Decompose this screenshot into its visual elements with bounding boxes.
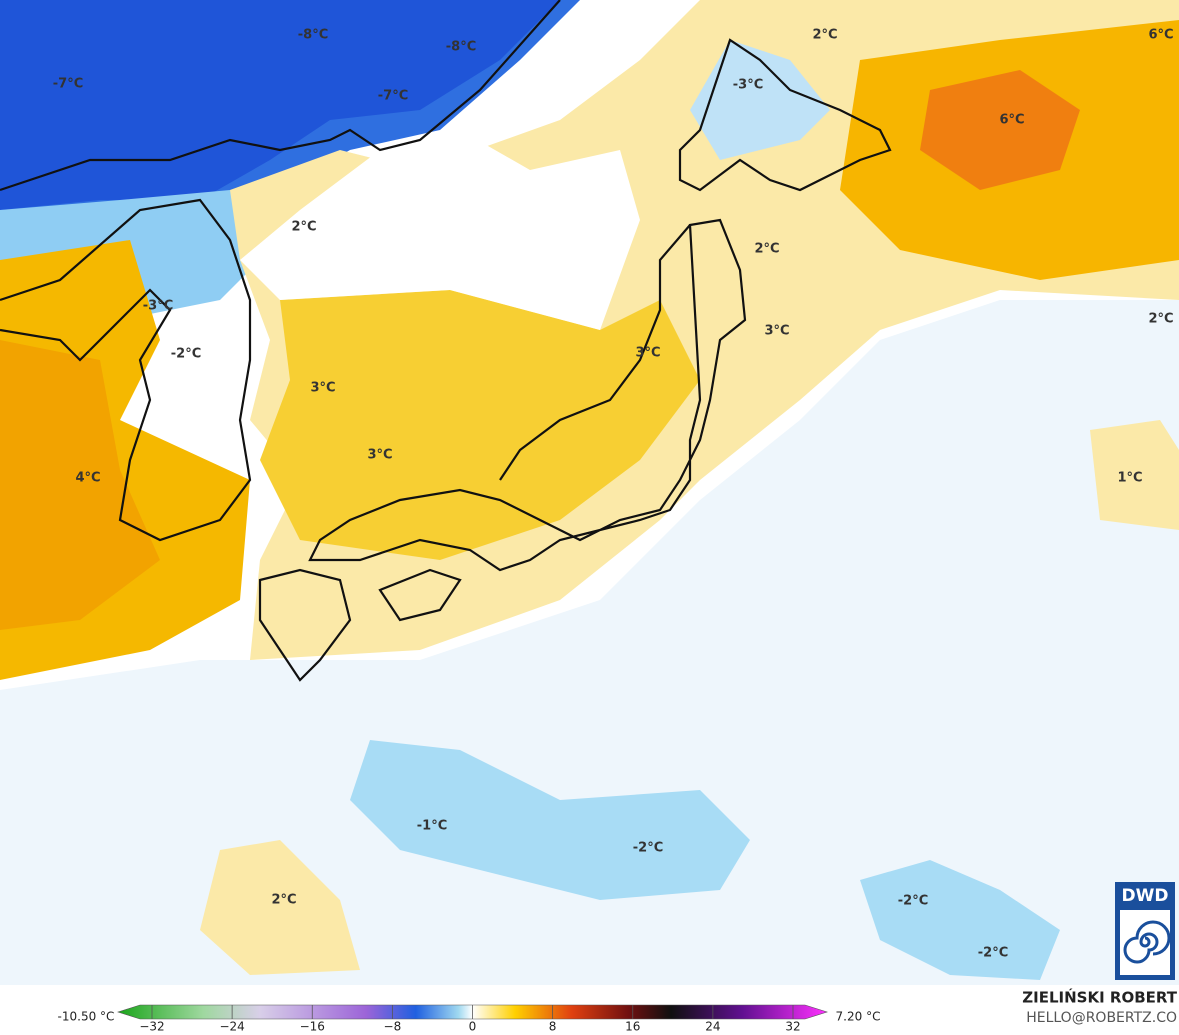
contact: HELLO@ROBERTZ.CO <box>1026 1010 1177 1026</box>
temperature-label: 3°C <box>367 448 392 463</box>
temperature-label: 3°C <box>635 346 660 361</box>
temperature-label: 4°C <box>75 471 100 486</box>
colorbar-tick-label: −16 <box>300 1020 325 1034</box>
temperature-label: -2°C <box>633 841 663 856</box>
temperature-label: 6°C <box>999 113 1024 128</box>
temperature-label: -8°C <box>446 40 476 55</box>
temperature-label: 2°C <box>1148 312 1173 327</box>
temperature-label: -7°C <box>53 77 83 92</box>
temperature-label: -2°C <box>898 894 928 909</box>
temperature-label: -1°C <box>417 819 447 834</box>
author: ZIELIŃSKI ROBERT <box>1022 988 1177 1007</box>
temperature-label: 3°C <box>764 324 789 339</box>
temperature-label: -2°C <box>978 946 1008 961</box>
temperature-label: 3°C <box>310 381 335 396</box>
temperature-label: 2°C <box>812 28 837 43</box>
temperature-label: -2°C <box>171 347 201 362</box>
logo-text: DWD <box>1122 886 1169 906</box>
temperature-label: 1°C <box>1117 471 1142 486</box>
dwd-logo: DWD <box>1115 882 1175 980</box>
temperature-label: 2°C <box>754 242 779 257</box>
colorbar-tick-label: 16 <box>625 1020 640 1034</box>
temperature-label: 2°C <box>271 893 296 908</box>
temperature-label: -3°C <box>143 299 173 314</box>
coastlines <box>0 0 892 682</box>
colorbar-min: -10.50 °C <box>58 1010 115 1024</box>
colorbar-tick-label: −24 <box>219 1020 244 1034</box>
colorbar-max: 7.20 °C <box>836 1010 881 1024</box>
temperature-label: -7°C <box>378 89 408 104</box>
temperature-label: 2°C <box>291 220 316 235</box>
temperature-fields <box>0 0 1179 985</box>
temperature-label: 6°C <box>1148 28 1173 43</box>
map-labels: -8°C -8°C -7°C -7°C 2°C 6°C -3°C 6°C 2°C 2°C -3°C 3… <box>53 28 1174 961</box>
colorbar-tick-label: −8 <box>384 1020 402 1034</box>
temperature-label: -3°C <box>733 78 763 93</box>
colorbar-tick-label: 24 <box>705 1020 720 1034</box>
colorbar-tick-label: 32 <box>785 1020 800 1034</box>
colorbar-tick-label: −32 <box>139 1020 164 1034</box>
colorbar-tick-label: 0 <box>469 1020 477 1034</box>
temperature-label: -8°C <box>298 28 328 43</box>
colorbar-tick-label: 8 <box>549 1020 557 1034</box>
colorbar-ticks: −32 −24 −16 −8 0 8 16 24 32 <box>139 1005 801 1034</box>
